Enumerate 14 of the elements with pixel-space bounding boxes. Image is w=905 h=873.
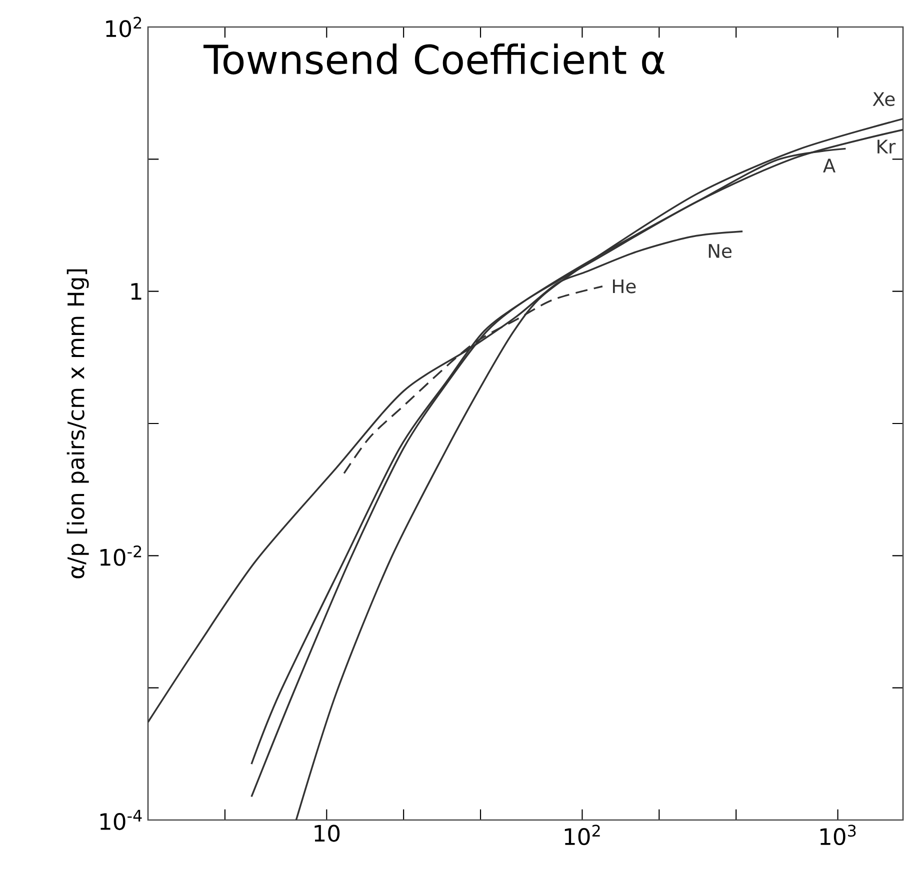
chart-title: Townsend Coefficient α	[203, 44, 664, 74]
y-axis-title: α/p [ion pairs/cm x mm Hg]	[66, 269, 89, 578]
y-tick-label: 10$^{-4}$	[100, 810, 142, 830]
x-tick-label: 10	[314, 824, 340, 842]
x-tick-label: 10$^{3}$	[820, 824, 856, 846]
y-tick-label: 1	[131, 283, 142, 300]
series-label: He	[613, 279, 636, 294]
series-label: A	[823, 158, 836, 172]
series-label: Kr	[878, 140, 896, 154]
series-label: Xe	[872, 92, 895, 106]
y-tick-label: 10$^{-2}$	[100, 545, 142, 566]
x-tick-label: 10$^{2}$	[564, 824, 600, 846]
series-label: Ne	[708, 244, 732, 258]
y-tick-label: 10$^{2}$	[106, 16, 142, 38]
